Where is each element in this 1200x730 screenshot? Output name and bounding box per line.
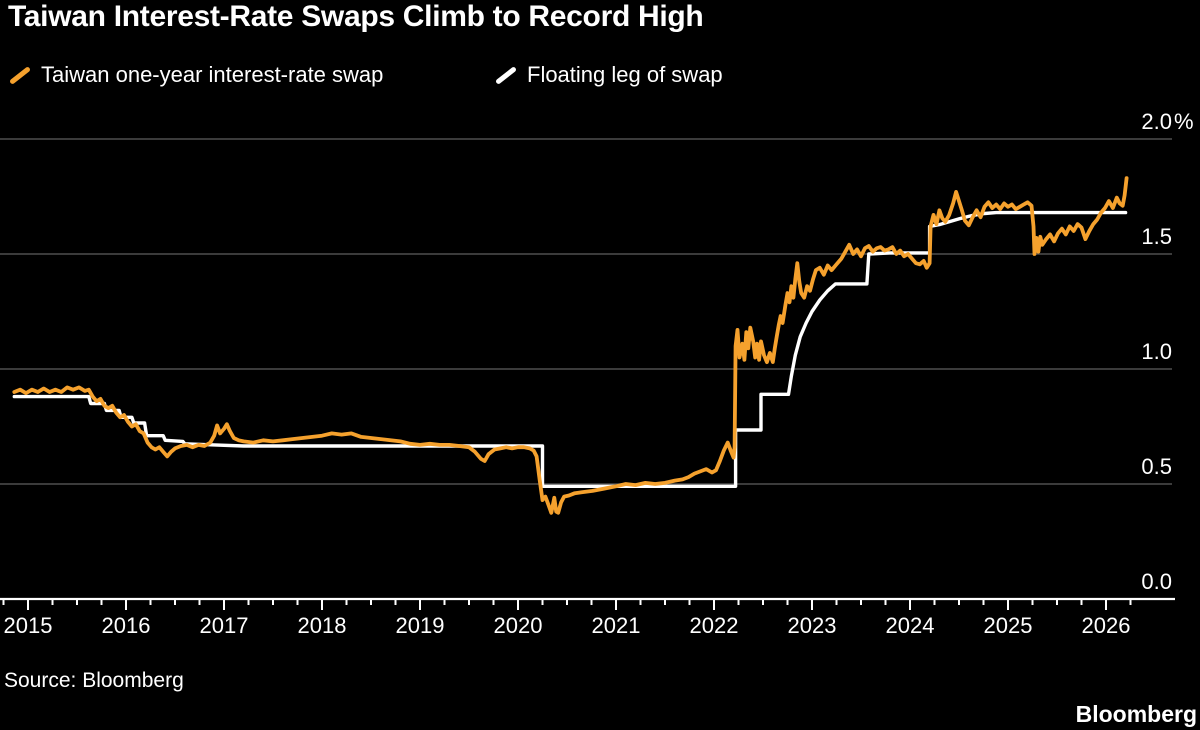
x-tick-label: 2024 bbox=[886, 613, 935, 638]
legend-label-swap: Taiwan one-year interest-rate swap bbox=[41, 62, 384, 87]
legend-item-swap: Taiwan one-year interest-rate swap bbox=[8, 60, 383, 90]
y-tick-unit: % bbox=[1174, 109, 1194, 134]
x-tick-label: 2018 bbox=[298, 613, 347, 638]
x-tick-label: 2025 bbox=[984, 613, 1033, 638]
source-note: Source: Bloomberg bbox=[4, 669, 184, 692]
series-swap-line bbox=[12, 176, 1129, 515]
x-tick-label: 2017 bbox=[200, 613, 249, 638]
legend-label-floating-leg: Floating leg of swap bbox=[527, 62, 723, 87]
y-tick-label: 0.0 bbox=[1141, 569, 1172, 594]
y-tick-label: 0.5 bbox=[1141, 454, 1172, 479]
x-tick-label: 2021 bbox=[592, 613, 641, 638]
legend-item-floating-leg: Floating leg of swap bbox=[494, 60, 723, 90]
x-tick-label: 2015 bbox=[4, 613, 53, 638]
x-tick-label: 2022 bbox=[690, 613, 739, 638]
chart-title: Taiwan Interest-Rate Swaps Climb to Reco… bbox=[8, 0, 704, 33]
x-tick-label: 2019 bbox=[396, 613, 445, 638]
y-tick-label: 1.5 bbox=[1141, 224, 1172, 249]
y-tick-label: 1.0 bbox=[1141, 339, 1172, 364]
x-tick-label: 2023 bbox=[788, 613, 837, 638]
legend: Floating leg of swap Taiwan one-year int… bbox=[0, 60, 1200, 90]
y-tick-label: 2.0 bbox=[1141, 109, 1172, 134]
x-tick-label: 2026 bbox=[1082, 613, 1131, 638]
x-tick-label: 2020 bbox=[494, 613, 543, 638]
x-tick-label: 2016 bbox=[102, 613, 151, 638]
bloomberg-logo: Bloomberg bbox=[1075, 701, 1197, 727]
